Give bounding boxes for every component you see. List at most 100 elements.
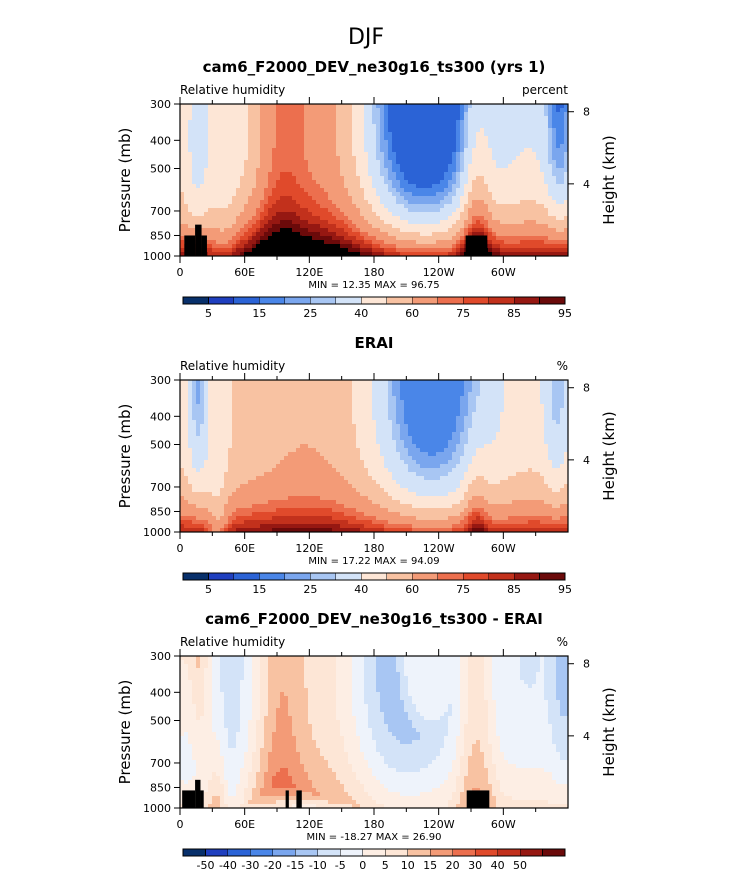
heatmap-cell [244, 212, 249, 217]
heatmap-cell [188, 180, 193, 185]
heatmap-cell [276, 240, 281, 245]
heatmap-cell [484, 152, 489, 157]
heatmap-cell [320, 176, 325, 181]
heatmap-cell [284, 176, 289, 181]
heatmap-cell [316, 148, 321, 153]
heatmap-cell [320, 416, 325, 421]
heatmap-cell [396, 164, 401, 169]
heatmap-cell [236, 380, 241, 385]
heatmap-cell [336, 204, 341, 209]
heatmap-cell [512, 252, 517, 257]
heatmap-cell [452, 184, 457, 189]
heatmap-cell [352, 116, 357, 121]
heatmap-cell [440, 252, 445, 257]
heatmap-cell [220, 244, 225, 249]
heatmap-cell [360, 236, 365, 241]
heatmap-cell [528, 156, 533, 161]
heatmap-cell [312, 244, 317, 249]
heatmap-cell [240, 428, 245, 433]
heatmap-cell [344, 216, 349, 221]
heatmap-cell [388, 420, 393, 425]
heatmap-cell [528, 212, 533, 217]
heatmap-cell [484, 144, 489, 149]
heatmap-cell [460, 248, 465, 253]
heatmap-cell [428, 160, 433, 165]
heatmap-cell [472, 164, 477, 169]
heatmap-cell [328, 232, 333, 237]
heatmap-cell [200, 172, 205, 177]
heatmap-cell [360, 204, 365, 209]
heatmap-cell [268, 120, 273, 125]
heatmap-cell [468, 200, 473, 205]
heatmap-cell [424, 192, 429, 197]
heatmap-cell [208, 380, 213, 385]
heatmap-cell [492, 232, 497, 237]
heatmap-cell [564, 148, 569, 153]
heatmap-cell [552, 120, 557, 125]
heatmap-cell [348, 152, 353, 157]
heatmap-cell [368, 412, 373, 417]
heatmap-cell [480, 180, 485, 185]
heatmap-cell [316, 132, 321, 137]
heatmap-cell [312, 152, 317, 157]
heatmap-cell [192, 208, 197, 213]
heatmap-cell [436, 132, 441, 137]
heatmap-cell [548, 112, 553, 117]
heatmap-cell [236, 216, 241, 221]
heatmap-cell [432, 380, 437, 385]
heatmap-cell [248, 124, 253, 129]
heatmap-cell [252, 408, 257, 413]
heatmap-cell [200, 160, 205, 165]
heatmap-cell [260, 384, 265, 389]
heatmap-cell [332, 396, 337, 401]
heatmap-cell [384, 244, 389, 249]
heatmap-cell [432, 120, 437, 125]
heatmap-cell [308, 144, 313, 149]
heatmap-cell [232, 216, 237, 221]
heatmap-cell [520, 224, 525, 229]
heatmap-cell [288, 216, 293, 221]
heatmap-cell [280, 424, 285, 429]
panel-left-label: Relative humidity [180, 83, 285, 97]
heatmap-cell [432, 232, 437, 237]
heatmap-cell [452, 232, 457, 237]
heatmap-cell [520, 124, 525, 129]
heatmap-cell [540, 240, 545, 245]
heatmap-cell [220, 144, 225, 149]
heatmap-cell [340, 404, 345, 409]
heatmap-cell [380, 192, 385, 197]
heatmap-cell [392, 384, 397, 389]
heatmap-cell [280, 200, 285, 205]
heatmap-cell [256, 112, 261, 117]
heatmap-cell [320, 384, 325, 389]
heatmap-cell [304, 416, 309, 421]
heatmap-cell [212, 140, 217, 145]
heatmap-cell [196, 144, 201, 149]
heatmap-cell [556, 236, 561, 241]
heatmap-cell [384, 420, 389, 425]
heatmap-cell [460, 216, 465, 221]
heatmap-cell [300, 132, 305, 137]
heatmap-cell [252, 136, 257, 141]
heatmap-cell [352, 232, 357, 237]
heatmap-cell [500, 112, 505, 117]
heatmap-cell [424, 128, 429, 133]
heatmap-cell [348, 412, 353, 417]
heatmap-cell [452, 112, 457, 117]
heatmap-cell [352, 204, 357, 209]
heatmap-cell [564, 400, 569, 405]
heatmap-cell [244, 220, 249, 225]
heatmap-cell [388, 380, 393, 385]
heatmap-cell [428, 104, 433, 109]
heatmap-cell [272, 380, 277, 385]
heatmap-cell [220, 184, 225, 189]
heatmap-cell [464, 124, 469, 129]
heatmap-cell [436, 140, 441, 145]
heatmap-cell [220, 152, 225, 157]
heatmap-cell [332, 388, 337, 393]
heatmap-cell [476, 224, 481, 229]
heatmap-cell [328, 400, 333, 405]
heatmap-cell [452, 408, 457, 413]
heatmap-cell [380, 400, 385, 405]
heatmap-cell [404, 180, 409, 185]
